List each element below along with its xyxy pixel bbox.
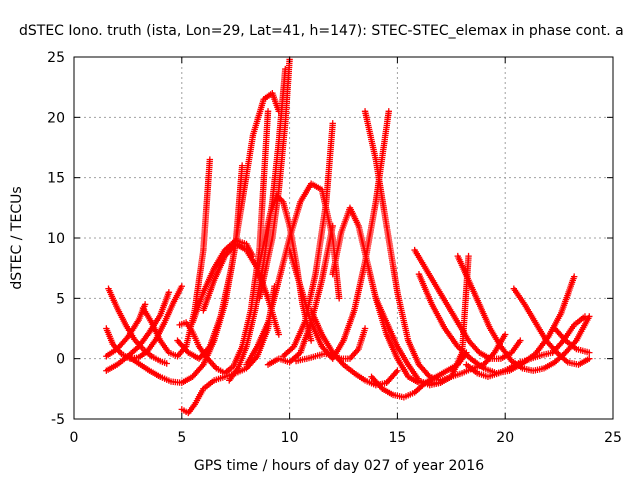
x-tick-label: 15 — [388, 430, 406, 446]
data-series — [189, 237, 257, 326]
y-tick-label: 5 — [56, 291, 65, 307]
x-axis-label: GPS time / hours of day 027 of year 2016 — [194, 458, 484, 474]
series-markers — [189, 237, 257, 326]
y-tick-label: 10 — [47, 231, 65, 247]
series-markers — [329, 204, 444, 386]
ticks — [73, 56, 614, 420]
data-series — [454, 252, 593, 374]
series-markers — [286, 108, 392, 362]
data-layer — [103, 56, 593, 417]
x-tick-label: 5 — [177, 430, 186, 446]
series-markers — [256, 56, 293, 302]
series-markers — [454, 252, 593, 374]
x-tick-label: 0 — [70, 430, 79, 446]
data-series — [368, 349, 470, 401]
series-markers — [551, 325, 593, 356]
series-markers — [372, 295, 509, 389]
y-tick-labels: -5 0 5 10 15 20 25 — [47, 50, 65, 428]
x-tick-label: 25 — [604, 430, 622, 446]
series-markers — [103, 289, 173, 374]
y-tick-label: 0 — [56, 352, 65, 368]
x-tick-label: 20 — [496, 430, 514, 446]
data-series — [174, 90, 283, 362]
data-series — [372, 295, 509, 389]
series-markers — [368, 349, 470, 401]
data-series — [307, 307, 401, 389]
x-tick-labels: 0 5 10 15 20 25 — [70, 430, 622, 446]
data-series — [551, 325, 593, 356]
chart-title: dSTEC Iono. truth (ista, Lon=29, Lat=41,… — [19, 23, 624, 39]
data-series — [286, 108, 392, 362]
y-tick-label: 15 — [47, 171, 65, 187]
data-series — [256, 56, 293, 302]
data-series — [103, 289, 173, 374]
data-series — [510, 285, 593, 368]
grid — [74, 57, 613, 419]
x-tick-label: 10 — [281, 430, 299, 446]
y-axis-label: dSTEC / TECUs — [9, 186, 25, 289]
y-tick-label: -5 — [51, 412, 65, 428]
y-tick-label: 25 — [47, 50, 65, 66]
y-tick-label: 20 — [47, 110, 65, 126]
series-markers — [174, 90, 283, 362]
series-markers — [307, 307, 401, 389]
data-series — [329, 204, 444, 386]
series-markers — [510, 285, 593, 368]
